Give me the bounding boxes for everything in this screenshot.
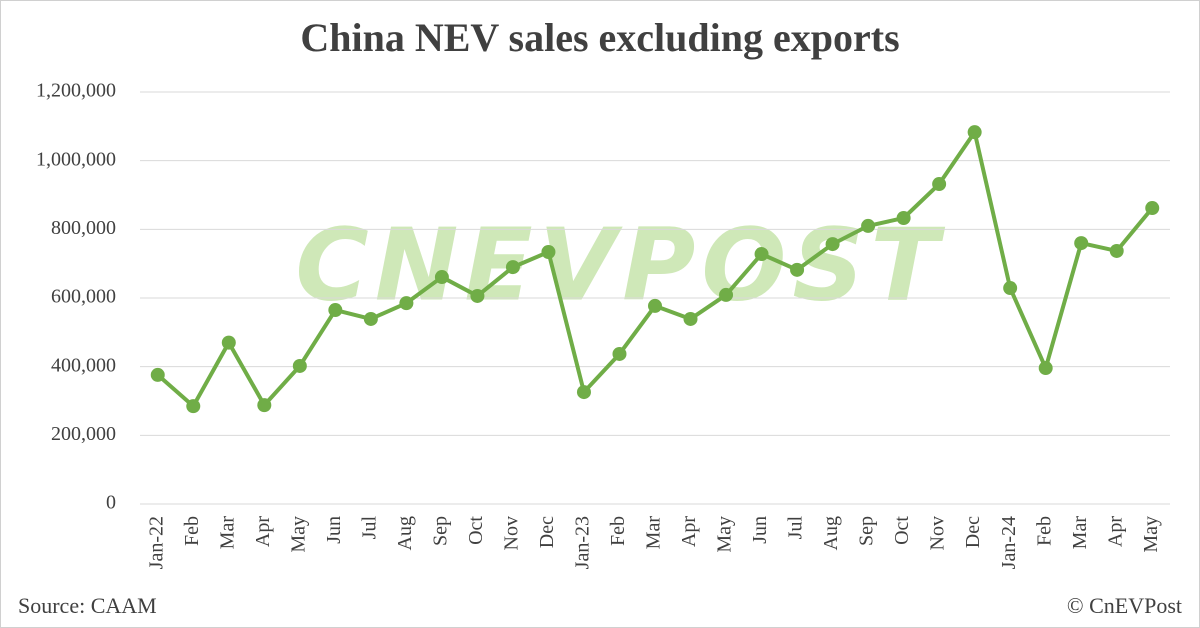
x-tick-label: Jan-24 <box>998 516 1020 569</box>
y-tick-label: 400,000 <box>51 354 116 376</box>
chart-title: China NEV sales excluding exports <box>300 15 899 60</box>
point <box>292 358 307 373</box>
x-tick-label: Dec <box>536 516 558 548</box>
watermark: CNEVPOST <box>295 206 945 323</box>
point <box>150 367 165 382</box>
point <box>505 260 520 275</box>
x-tick-label: Oct <box>465 516 487 545</box>
x-tick-label: Apr <box>1104 516 1126 547</box>
x-tick-label: Sep <box>856 516 878 546</box>
point <box>861 218 876 233</box>
x-tick-label: Dec <box>962 516 984 548</box>
x-tick-label: Aug <box>394 516 416 550</box>
point <box>1074 236 1089 251</box>
point <box>541 244 556 259</box>
x-tick-label: Jul <box>785 516 807 540</box>
point <box>612 346 627 361</box>
y-tick-label: 600,000 <box>51 286 116 308</box>
x-tick-label: Nov <box>501 516 523 550</box>
x-tick-label: Jan-23 <box>572 516 594 569</box>
y-tick-label: 1,200,000 <box>36 80 116 102</box>
x-tick-label: Nov <box>927 516 949 550</box>
x-tick-label: Feb <box>1033 516 1055 546</box>
point <box>399 296 414 311</box>
x-tick-label: Jan-22 <box>145 516 167 569</box>
point <box>1003 281 1018 296</box>
x-tick-label: Oct <box>891 516 913 545</box>
x-tick-label: Mar <box>216 516 238 550</box>
y-tick-label: 0 <box>106 492 116 514</box>
point <box>576 385 591 400</box>
x-tick-label: Aug <box>820 516 842 550</box>
point <box>363 311 378 326</box>
point <box>825 237 840 252</box>
y-tick-label: 200,000 <box>51 423 116 445</box>
x-tick-label: Apr <box>678 516 700 547</box>
point <box>1109 243 1124 258</box>
x-tick-label: May <box>1140 516 1162 553</box>
x-tick-label: Apr <box>252 516 274 547</box>
source: Source: CAAM <box>18 593 157 618</box>
point <box>1145 201 1160 216</box>
point <box>790 262 805 277</box>
point <box>221 335 236 350</box>
point <box>257 398 272 413</box>
point <box>1038 361 1053 376</box>
point <box>186 399 201 414</box>
x-tick-label: Jun <box>323 516 345 544</box>
point <box>967 125 982 140</box>
point <box>648 298 662 313</box>
point <box>719 287 734 302</box>
y-tick-label: 800,000 <box>51 217 116 239</box>
point <box>896 211 911 226</box>
x-tick-label: Jun <box>749 516 771 544</box>
x-tick-label: Feb <box>607 516 629 546</box>
x-tick-label: Mar <box>1069 516 1091 550</box>
x-tick-label: May <box>287 516 309 553</box>
point <box>434 270 449 285</box>
credit: © CnEVPost <box>1067 593 1182 618</box>
point <box>754 247 769 262</box>
y-tick-label: 1,000,000 <box>36 148 116 170</box>
point <box>328 303 343 318</box>
x-tick-label: May <box>714 516 736 553</box>
x-tick-label: Sep <box>429 516 451 546</box>
point <box>470 288 485 303</box>
point <box>683 311 698 326</box>
x-tick-label: Mar <box>643 516 665 550</box>
x-tick-label: Jul <box>358 516 380 540</box>
point <box>932 177 947 192</box>
x-tick-label: Feb <box>181 516 203 546</box>
